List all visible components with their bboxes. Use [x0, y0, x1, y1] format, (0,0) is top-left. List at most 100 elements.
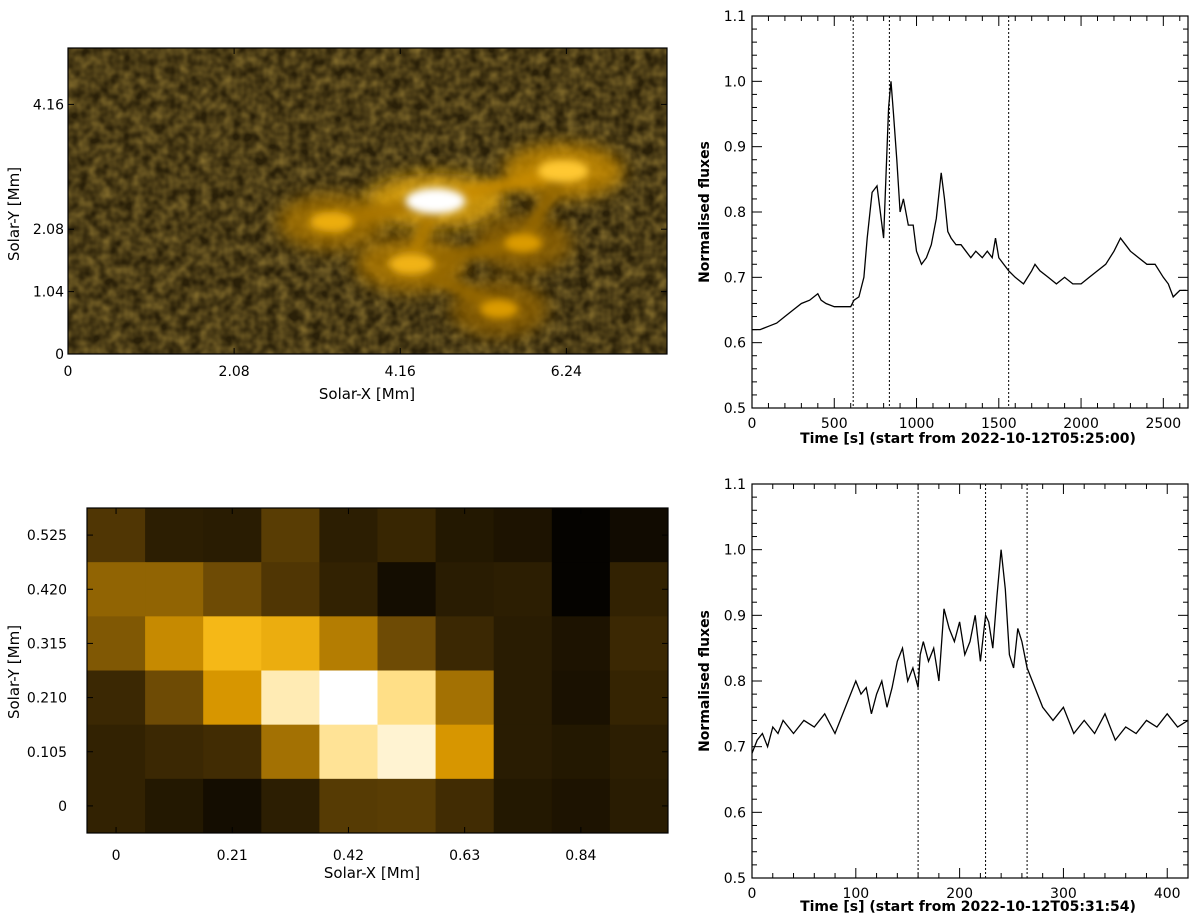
pixel-cell [87, 724, 146, 780]
pixel-cell [87, 562, 146, 617]
pixel-cell [377, 724, 437, 780]
top-image-y-label: Solar-Y [Mm] [5, 167, 23, 261]
pixel-cell [551, 616, 611, 671]
top-curve-vertical-lines [852, 16, 1010, 408]
pixel-cell [87, 616, 146, 671]
x-tick-label: 0.21 [217, 848, 248, 864]
pixel-cell [377, 616, 437, 671]
pixel-cell [435, 778, 495, 834]
pixel-cell [319, 778, 378, 834]
bottom-image-x-label: Solar-X [Mm] [324, 864, 420, 882]
bottom-curve-frame [751, 483, 1189, 879]
pixel-cell [145, 778, 204, 834]
x-tick-label: 0 [64, 364, 73, 380]
y-tick-label: 0.6 [724, 805, 746, 821]
x-tick-label: 0.84 [565, 848, 596, 864]
feature-2 [309, 211, 354, 233]
pixel-cell [203, 724, 262, 780]
feature-0 [405, 188, 466, 214]
x-tick-label: 400 [1154, 886, 1181, 902]
x-tick-label: 0 [112, 848, 121, 864]
top-image-x-label: Solar-X [Mm] [319, 385, 415, 403]
pixel-cell [261, 724, 320, 780]
y-tick-label: 0.525 [27, 528, 67, 544]
top-image-frame [67, 47, 668, 355]
y-tick-label: 0.210 [27, 691, 67, 707]
y-tick-label: 4.16 [33, 97, 64, 113]
pixel-cell [551, 724, 611, 780]
bottom-image-y-label: Solar-Y [Mm] [5, 625, 23, 719]
top-right-lightcurve-panel: 0 500 1000 1500 2000 2500 0.5 0.6 0.7 0.8 0.9 1.0 1.… [697, 9, 1189, 447]
pixel-cell [87, 778, 146, 834]
bottom-curve-x-label: Time [s] (start from 2022-10-12T05:31:54… [800, 899, 1136, 915]
top-curve-series-line [752, 81, 1187, 331]
pixel-cell [493, 616, 553, 671]
top-image-ticks: 0 2.08 4.16 6.24 0 1.04 2.08 4.16 [33, 48, 667, 380]
top-curve-ticks: 0 500 1000 1500 2000 2500 0.5 0.6 0.7 0.8 0.9 1.0 1.… [724, 9, 1188, 432]
x-tick-label: 1500 [981, 416, 1017, 432]
top-curve-frame [751, 15, 1189, 409]
bottom-image-frame [86, 507, 669, 834]
pixel-cell [319, 508, 378, 563]
feature-4 [480, 299, 519, 319]
pixel-cell [435, 724, 495, 780]
y-tick-label: 0.7 [724, 270, 746, 286]
x-tick-label: 100 [842, 886, 869, 902]
pixel-cell [493, 670, 553, 726]
pixel-cell [377, 562, 437, 617]
pixel-cell [145, 724, 204, 780]
y-tick-label: 0.9 [724, 608, 746, 624]
bottom-curve-vertical-lines [917, 484, 1028, 878]
pixel-cell [609, 616, 669, 671]
pixel-cell [435, 616, 495, 671]
y-tick-label: 0.7 [724, 740, 746, 756]
pixel-cell [609, 778, 669, 834]
pixel-cell [319, 724, 378, 780]
bottom-curve-series-line [752, 549, 1188, 754]
y-tick-label: 1.0 [724, 543, 746, 559]
y-tick-label: 0.420 [27, 582, 67, 598]
y-tick-label: 0 [55, 347, 64, 363]
pixel-cell [609, 724, 669, 780]
x-tick-label: 4.16 [385, 364, 416, 380]
y-tick-label: 2.08 [33, 222, 64, 238]
y-tick-label: 0 [58, 799, 67, 815]
y-tick-label: 0.9 [724, 140, 746, 156]
x-tick-label: 200 [946, 886, 973, 902]
pixel-cell [261, 508, 320, 563]
pixel-cell [435, 562, 495, 617]
pixel-cell [261, 562, 320, 617]
bottom-left-image-panel: 0 0.21 0.42 0.63 0.84 0 0.105 0.210 0.315 0.420 0.… [5, 507, 669, 882]
feature-3 [388, 253, 435, 275]
pixel-cell [493, 778, 553, 834]
pixel-cell [145, 508, 204, 563]
x-tick-label: 300 [1050, 886, 1077, 902]
pixel-cell [145, 670, 204, 726]
x-tick-label: 2500 [1146, 416, 1182, 432]
pixel-cell [261, 616, 320, 671]
pixel-cell [203, 616, 262, 671]
pixel-cell [261, 670, 320, 726]
x-tick-label: 0.63 [449, 848, 480, 864]
pixel-cell [261, 778, 320, 834]
x-tick-label: 500 [821, 416, 848, 432]
pixel-cell [319, 616, 378, 671]
pixel-cell [551, 562, 611, 617]
pixel-cell [493, 508, 553, 563]
pixel-cell [435, 508, 495, 563]
pixel-cell [377, 670, 437, 726]
x-tick-label: 1000 [899, 416, 935, 432]
pixel-cell [319, 562, 378, 617]
pixel-cell [87, 670, 146, 726]
pixel-cell [493, 724, 553, 780]
y-tick-label: 1.04 [33, 285, 64, 301]
bottom-image-pixels [87, 508, 669, 834]
pixel-cell [203, 562, 262, 617]
pixel-cell [203, 778, 262, 834]
y-tick-label: 0.315 [27, 636, 67, 652]
top-curve-x-label: Time [s] (start from 2022-10-12T05:25:00… [800, 431, 1136, 447]
x-tick-label: 2.08 [219, 364, 250, 380]
pixel-cell [203, 670, 262, 726]
